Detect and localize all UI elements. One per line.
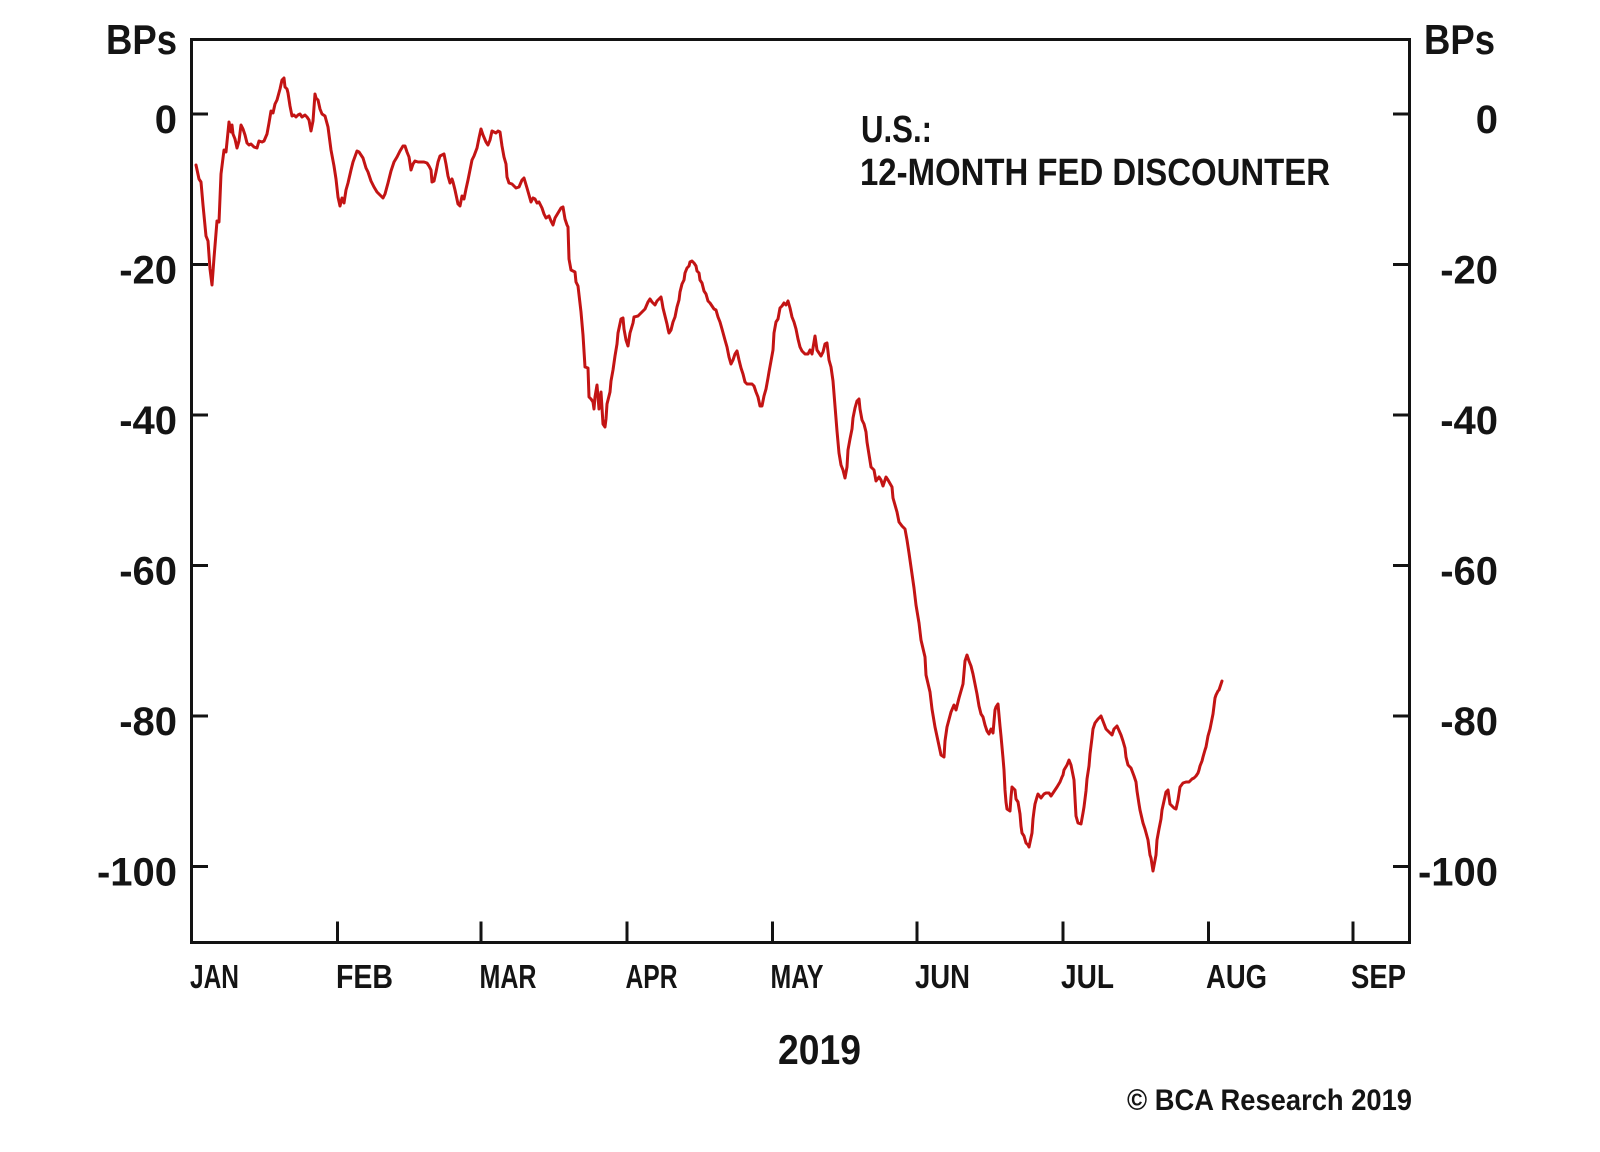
svg-text:AUG: AUG [1206, 958, 1267, 995]
svg-text:-100: -100 [97, 851, 177, 895]
svg-text:2019: 2019 [778, 1026, 861, 1073]
svg-text:APR: APR [626, 958, 678, 995]
svg-text:JUL: JUL [1061, 958, 1114, 995]
svg-text:-60: -60 [1440, 550, 1498, 594]
svg-text:© BCA Research 2019: © BCA Research 2019 [1127, 1084, 1412, 1117]
svg-text:-40: -40 [119, 399, 177, 443]
svg-text:MAY: MAY [771, 958, 824, 995]
svg-text:-40: -40 [1440, 399, 1498, 443]
svg-text:-20: -20 [119, 249, 177, 293]
svg-text:U.S.:: U.S.: [861, 109, 932, 151]
svg-text:MAR: MAR [480, 958, 537, 995]
svg-text:JUN: JUN [915, 958, 970, 995]
svg-text:BPs: BPs [106, 16, 177, 63]
svg-text:-60: -60 [119, 550, 177, 594]
svg-text:JAN: JAN [190, 958, 239, 995]
svg-text:FEB: FEB [336, 958, 393, 995]
svg-text:BPs: BPs [1424, 16, 1495, 63]
svg-text:0: 0 [1476, 98, 1498, 142]
svg-text:12-MONTH FED DISCOUNTER: 12-MONTH FED DISCOUNTER [860, 152, 1330, 194]
svg-text:-80: -80 [119, 700, 177, 744]
svg-text:-80: -80 [1440, 700, 1498, 744]
svg-text:-100: -100 [1418, 851, 1498, 895]
svg-text:0: 0 [155, 98, 177, 142]
svg-text:-20: -20 [1440, 249, 1498, 293]
svg-text:SEP: SEP [1351, 958, 1406, 995]
